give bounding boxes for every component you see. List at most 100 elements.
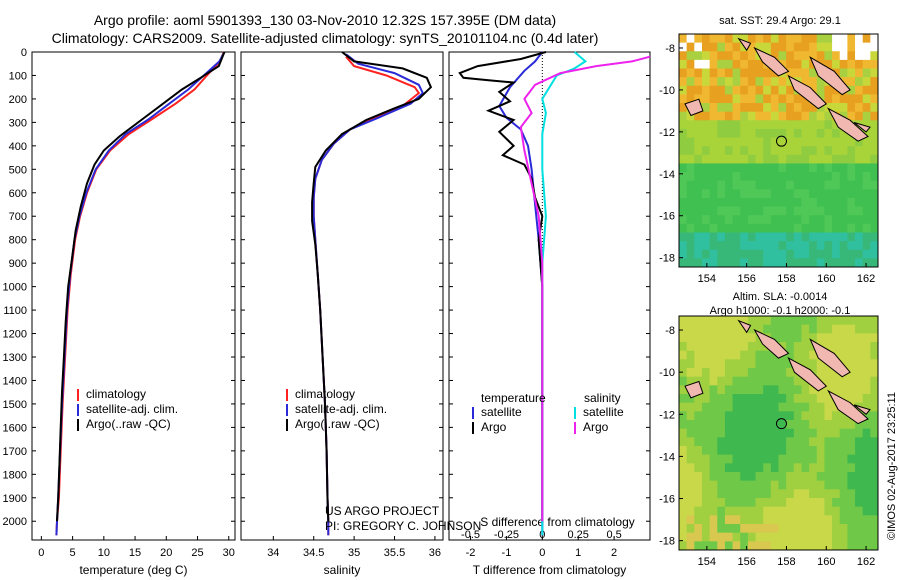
map-cell	[855, 376, 864, 386]
map-cell	[870, 42, 879, 52]
map-cell	[701, 333, 711, 343]
map-cell	[816, 472, 825, 482]
map-cell	[809, 446, 818, 456]
map-cell	[862, 215, 871, 225]
map-cell	[686, 154, 695, 164]
map-cell	[747, 77, 757, 87]
map-cell	[801, 454, 810, 464]
map-cell	[778, 215, 787, 225]
legend-item: Argo	[481, 420, 507, 434]
map-cell	[839, 428, 848, 438]
map-cell	[870, 394, 879, 404]
map-cell	[816, 180, 825, 190]
map-cell	[701, 34, 711, 44]
map-cell	[824, 411, 833, 421]
map-cell	[701, 402, 711, 412]
map-cell	[824, 163, 833, 173]
map-cell	[824, 368, 833, 378]
map-cell	[747, 206, 757, 216]
map-cell	[870, 316, 879, 326]
map-cell	[686, 249, 695, 259]
project-name: US ARGO PROJECT	[325, 504, 440, 518]
map-cell	[717, 428, 726, 438]
map-cell	[694, 428, 703, 438]
map-cell	[816, 316, 825, 326]
map-cell	[717, 472, 726, 482]
map-cell	[763, 376, 772, 386]
map-cell	[709, 232, 718, 242]
map-cell	[701, 232, 711, 242]
map-cell	[755, 498, 764, 508]
map-cell	[724, 128, 734, 139]
map-cell	[801, 241, 810, 251]
map-cell	[724, 51, 734, 61]
map-cell	[724, 532, 734, 542]
map-cell	[724, 342, 734, 352]
map-cell	[862, 137, 871, 147]
map-cell	[832, 333, 841, 343]
map-cell	[747, 241, 757, 251]
map-cell	[717, 120, 726, 130]
map-cell	[809, 428, 818, 438]
map-cell	[763, 368, 772, 378]
map-cell	[709, 59, 718, 70]
map-cell	[732, 359, 741, 369]
map-cell	[717, 94, 726, 104]
map-cell	[724, 120, 734, 130]
map-cell	[709, 515, 718, 525]
map-cell	[855, 454, 864, 464]
map-cell	[740, 394, 749, 404]
map-cell	[847, 333, 856, 343]
map-cell	[801, 215, 810, 225]
map-cell	[694, 324, 703, 334]
map-cell	[679, 316, 688, 326]
map-cell	[724, 85, 734, 95]
map-cell	[763, 77, 772, 87]
map-cell	[724, 515, 734, 525]
map-cell	[855, 506, 864, 516]
map-cell	[839, 420, 848, 430]
map-cell	[717, 316, 726, 326]
map-cell	[847, 368, 856, 378]
map-cell	[724, 437, 734, 447]
map-cell	[862, 197, 871, 208]
map-cell	[740, 189, 749, 199]
map-cell	[740, 463, 749, 473]
map-cell	[701, 111, 711, 121]
map-cell	[724, 146, 734, 156]
map-cell	[862, 472, 871, 482]
map-cell	[679, 215, 688, 225]
map-cell	[847, 77, 856, 87]
map-cell	[701, 515, 711, 525]
map-cell	[847, 489, 856, 499]
map-cell	[724, 324, 734, 334]
map-cell	[786, 163, 795, 173]
map-cell	[717, 368, 726, 378]
map-cell	[709, 541, 718, 551]
map-cell	[862, 77, 871, 87]
map-cell	[686, 180, 695, 190]
legend-title-temperature: temperature	[481, 391, 546, 405]
x-tick-label: -2	[466, 547, 476, 559]
map-cell	[809, 120, 818, 130]
map-cell	[870, 94, 879, 104]
map-cell	[801, 428, 810, 438]
map-cell	[755, 197, 764, 208]
map-cell	[701, 51, 711, 61]
map-cell	[862, 515, 871, 525]
map-y-tick-label: -18	[659, 253, 675, 265]
map-cell	[732, 68, 741, 78]
map-cell	[824, 249, 833, 259]
map-cell	[717, 515, 726, 525]
map-cell	[755, 411, 764, 421]
series-t-argo	[458, 51, 547, 522]
map-cell	[862, 59, 871, 70]
map-cell	[855, 385, 864, 395]
map-cell	[701, 128, 711, 139]
map-cell	[786, 498, 795, 508]
map-cell	[809, 77, 818, 87]
map-cell	[870, 103, 879, 113]
map-cell	[786, 34, 795, 44]
map-cell	[839, 180, 848, 190]
map-cell	[862, 249, 871, 259]
